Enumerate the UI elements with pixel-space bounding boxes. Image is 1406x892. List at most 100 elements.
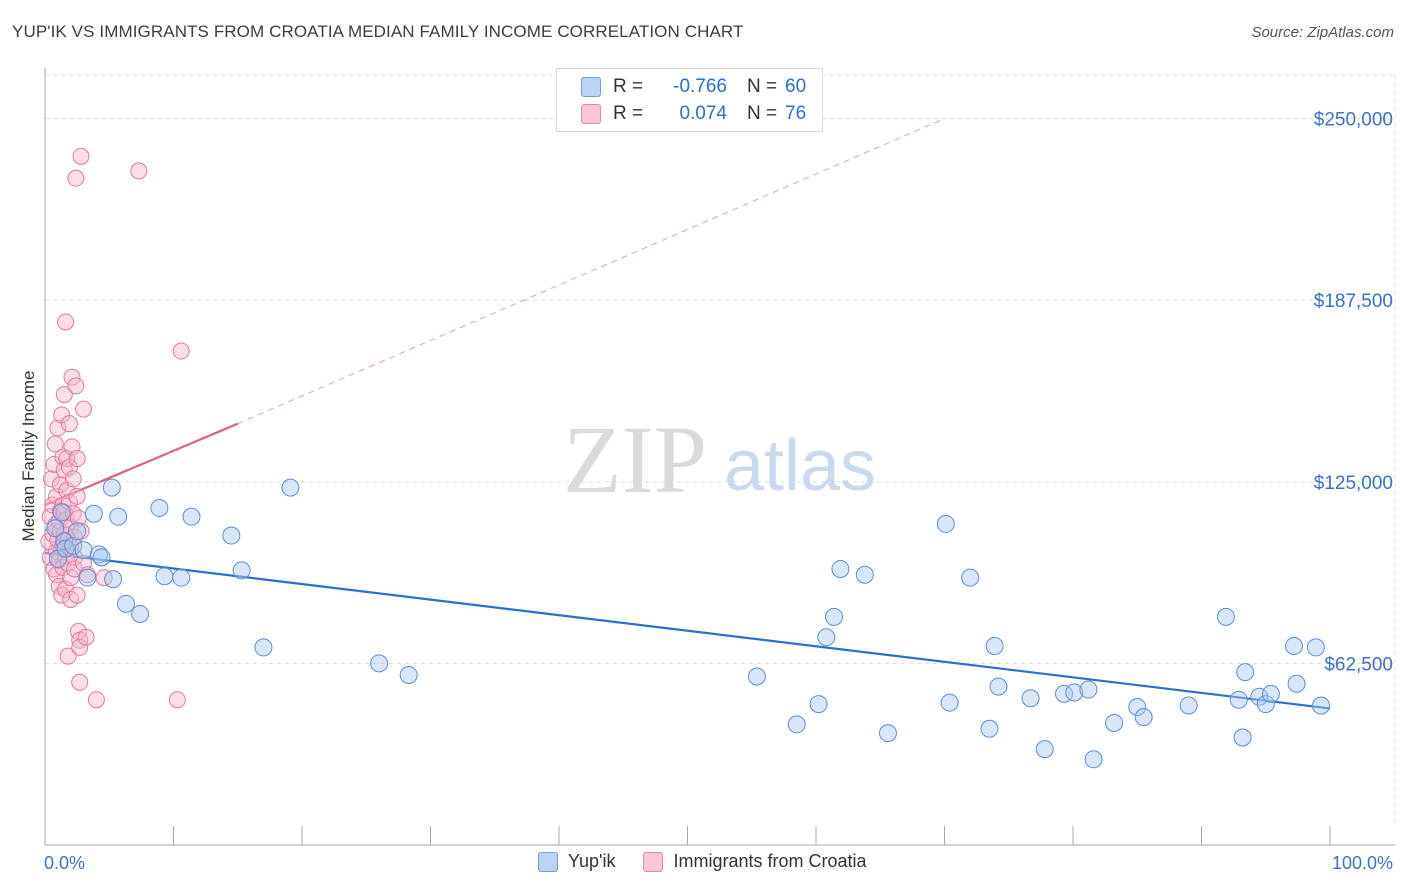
axes <box>44 68 1395 846</box>
yupik-point <box>84 504 103 523</box>
watermark: ZIP atlas <box>563 406 876 513</box>
legend-n-label: N = <box>747 103 778 124</box>
bottom-legend-label-yupik: Yup'ik <box>568 851 616 871</box>
yupik-point <box>370 654 389 673</box>
trendline-yupik <box>44 551 1331 710</box>
trendline-croatia-extension <box>237 118 945 425</box>
yupik-point <box>747 667 766 686</box>
y-tick-label: $187,500 <box>1314 291 1393 312</box>
watermark-zip: ZIP <box>563 406 707 513</box>
yupik-point <box>55 532 74 551</box>
y-axis-label: Median Family Income <box>19 370 38 541</box>
bottom-legend-label-croatia: Immigrants from Croatia <box>673 851 867 871</box>
tick-labels: $62,500 $125,000 $187,500 $250,000 0.0% 100.0… <box>44 110 1393 873</box>
yupik-point <box>817 628 836 647</box>
bottom-legend-swatch-pink <box>643 851 664 872</box>
yupik-point <box>172 568 191 587</box>
yupik-point <box>1065 683 1084 702</box>
yupik-point <box>1079 680 1098 699</box>
yupik-point <box>1128 697 1147 716</box>
yupik-point <box>109 507 128 526</box>
bottom-legend-swatch-blue <box>538 851 558 872</box>
yupik-point <box>1216 607 1235 626</box>
series-yupik-points <box>46 478 1331 769</box>
croatia-point <box>64 470 82 488</box>
croatia-point <box>68 450 86 468</box>
yupik-point <box>92 548 111 567</box>
yupik-point <box>399 666 418 685</box>
yupik-point <box>46 519 65 538</box>
croatia-point <box>87 691 105 709</box>
yupik-point <box>878 724 897 743</box>
croatia-point <box>42 470 60 488</box>
croatia-point <box>63 368 81 386</box>
yupik-point <box>1021 689 1040 708</box>
yupik-point <box>961 568 980 587</box>
yupik-point <box>68 522 87 541</box>
yupik-point <box>1179 696 1198 715</box>
croatia-point <box>59 647 77 665</box>
yupik-point <box>281 478 300 497</box>
source-label: Source: ZipAtlas.com <box>1251 24 1394 41</box>
legend-row-yupik: R = -0.766 N = 60 <box>581 74 825 100</box>
yupik-point <box>150 498 169 517</box>
legend-r-value: -0.766 <box>673 76 727 97</box>
yupik-point <box>52 503 71 522</box>
croatia-point <box>60 415 78 433</box>
yupik-point <box>1105 713 1124 732</box>
croatia-point <box>168 691 186 709</box>
croatia-point <box>77 628 95 646</box>
yupik-point <box>809 695 828 714</box>
legend-n-label: N = <box>747 76 778 97</box>
yupik-point <box>936 514 955 533</box>
yupik-point <box>1306 638 1325 657</box>
yupik-point <box>116 594 135 613</box>
legend-r-value: 0.074 <box>679 103 727 124</box>
chart-title: YUP'IK VS IMMIGRANTS FROM CROATIA MEDIAN… <box>12 22 744 41</box>
bottom-legend-croatia: Immigrants from Croatia <box>643 851 867 872</box>
yupik-point <box>1256 695 1275 714</box>
yupik-point <box>78 568 97 587</box>
legend-n-value: 60 <box>785 76 807 97</box>
x-tick-label: 0.0% <box>44 853 85 873</box>
yupik-point <box>1229 690 1248 709</box>
yupik-point <box>1250 687 1269 706</box>
x-tick-label: 100.0% <box>1332 853 1393 873</box>
legend-r-label: R = <box>613 76 644 97</box>
yupik-point <box>232 561 251 580</box>
croatia-point <box>172 342 190 360</box>
y-tick-label: $125,000 <box>1314 473 1393 494</box>
legend-swatch-pink <box>581 104 601 124</box>
yupik-point <box>1035 740 1054 759</box>
yupik-point <box>1134 708 1153 727</box>
watermark-atlas: atlas <box>724 426 876 506</box>
yupik-point <box>102 478 121 497</box>
legend-r-label: R = <box>613 103 644 124</box>
croatia-point <box>57 313 75 331</box>
yupik-point <box>182 507 201 526</box>
trendlines <box>44 118 1331 710</box>
croatia-point <box>130 162 148 180</box>
legend-n-value: 76 <box>785 103 807 124</box>
yupik-point <box>48 549 67 568</box>
yupik-point <box>1261 684 1280 703</box>
yupik-point <box>831 559 850 578</box>
yupik-point <box>985 636 1004 655</box>
yupik-point <box>824 607 843 626</box>
trendline-croatia <box>44 422 239 507</box>
bottom-legend: Yup'ik Immigrants from Croatia <box>538 851 895 872</box>
yupik-point <box>980 719 999 738</box>
yupik-point <box>74 541 93 560</box>
series-croatia-points <box>40 147 190 709</box>
yupik-point <box>1233 728 1252 747</box>
yupik-point <box>155 567 174 586</box>
yupik-point <box>989 677 1008 696</box>
yupik-point <box>1312 696 1331 715</box>
croatia-point <box>75 400 93 418</box>
croatia-point <box>71 673 89 691</box>
bottom-legend-yupik: Yup'ik <box>538 851 615 872</box>
yupik-point <box>940 693 959 712</box>
yupik-point <box>222 526 241 545</box>
croatia-point <box>67 377 85 395</box>
